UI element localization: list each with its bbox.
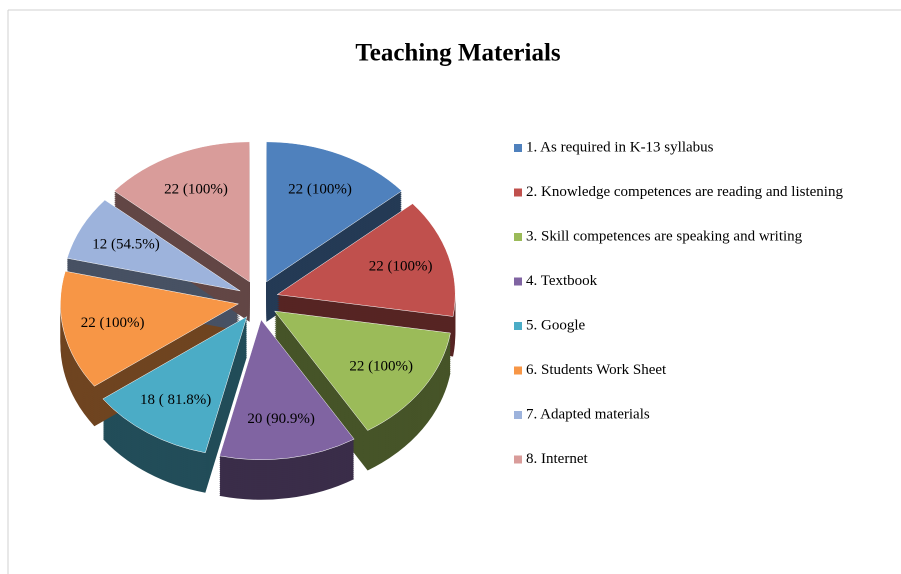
legend-swatch	[514, 144, 522, 152]
legend-label: 5. Google	[526, 317, 586, 333]
legend-swatch	[514, 233, 522, 241]
legend-swatch	[514, 366, 522, 375]
legend-swatch	[514, 277, 522, 286]
legend-label: 7. Adapted materials	[526, 406, 650, 422]
legend-swatch	[514, 322, 522, 330]
data-label: 18 ( 81.8%)	[140, 392, 211, 408]
data-label: 22 (100%)	[369, 259, 433, 275]
slice	[274, 310, 451, 431]
legend-label: 1. As required in K-13 syllabus	[526, 139, 714, 155]
chart-title: Teaching Materials	[355, 40, 561, 67]
slice	[276, 203, 456, 317]
legend-swatch	[514, 188, 522, 197]
legend-label: 3. Skill competences are speaking and wr…	[526, 228, 803, 244]
data-label: 12 (54.5%)	[92, 237, 160, 253]
data-label: 22 (100%)	[164, 182, 228, 198]
slice	[113, 141, 250, 283]
legend-label: 2. Knowledge competences are reading and…	[526, 184, 843, 200]
legend-label: 4. Textbook	[526, 273, 598, 289]
slice	[60, 270, 240, 387]
data-label: 20 (90.9%)	[247, 411, 315, 427]
legend-swatch	[514, 455, 522, 464]
slice	[66, 199, 241, 292]
slice	[102, 316, 248, 454]
legend-label: 8. Internet	[526, 451, 588, 467]
data-label: 22 (100%)	[81, 315, 145, 331]
data-label: 22 (100%)	[349, 359, 413, 375]
slice	[266, 141, 403, 283]
slice	[219, 319, 355, 461]
data-label: 22 (100%)	[288, 182, 352, 198]
legend-swatch	[514, 411, 522, 419]
legend-label: 6. Students Work Sheet	[526, 362, 667, 378]
